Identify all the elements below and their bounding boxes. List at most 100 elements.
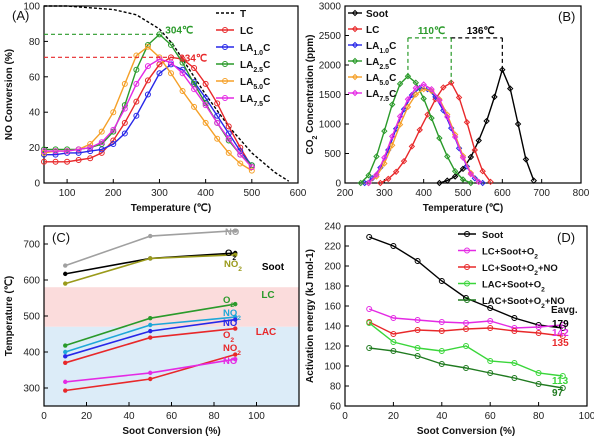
series-line: [360, 75, 472, 184]
series-label: O2: [223, 330, 234, 344]
data-point: [63, 379, 68, 385]
data-point: [121, 119, 128, 126]
legend-marker: [464, 247, 470, 254]
data-point: [168, 59, 174, 66]
data-point: [511, 328, 518, 334]
data-point: [463, 320, 469, 326]
data-point: [63, 263, 68, 268]
legend-marker: [222, 78, 228, 84]
data-point: [144, 43, 151, 50]
data-point: [225, 135, 232, 142]
series-line: [44, 58, 253, 168]
data-point: [373, 171, 380, 178]
data-point: [148, 376, 153, 382]
data-point: [467, 170, 475, 178]
data-point: [148, 256, 153, 261]
data-point: [237, 151, 244, 158]
data-point: [63, 388, 68, 393]
series-3: [366, 320, 566, 379]
data-point: [148, 233, 153, 239]
legend-label: LA7.5C: [240, 94, 270, 108]
y-tick-label: 60: [29, 72, 41, 83]
data-point: [404, 96, 412, 103]
data-point: [63, 354, 68, 359]
data-point: [511, 375, 518, 381]
ea-value: 142: [552, 328, 569, 339]
data-point: [214, 112, 221, 119]
legend-marker: [351, 25, 359, 33]
series-5: [63, 317, 238, 359]
data-point: [168, 70, 174, 77]
data-point: [110, 109, 117, 116]
data-point: [75, 146, 82, 153]
legend-label: LAC+Soot+O2+NO: [482, 296, 565, 310]
series-line: [369, 347, 563, 389]
data-point: [428, 114, 435, 122]
y-tick-label: 1500: [319, 90, 342, 101]
y-tick-label: 80: [330, 382, 342, 393]
data-point: [156, 70, 163, 77]
data-point: [440, 84, 447, 91]
data-point: [41, 148, 47, 155]
data-point: [390, 243, 397, 249]
y-tick-label: 600: [23, 276, 40, 287]
series-label: NO2: [223, 343, 241, 357]
y-tick-label: 120: [324, 342, 341, 353]
annotation: 304℃: [165, 25, 193, 36]
data-point: [156, 56, 163, 63]
legend-marker: [464, 280, 470, 287]
annotation: 136℃: [467, 26, 495, 37]
data-point: [133, 98, 140, 105]
data-point: [475, 137, 482, 144]
data-point: [400, 106, 408, 113]
data-point: [499, 66, 506, 73]
data-point: [233, 357, 238, 362]
legend-label: LC+Soot+O2: [482, 247, 538, 261]
data-point: [390, 348, 397, 354]
legend-label: LA1.0C: [240, 43, 270, 57]
x-tick-label: 100: [59, 188, 76, 199]
data-point: [506, 85, 514, 92]
series-8: [63, 357, 238, 385]
legend-label: LA5.0C: [366, 73, 396, 87]
data-point: [483, 117, 490, 125]
y-axis-label: NO Conversion (%): [4, 49, 15, 140]
data-point: [471, 175, 479, 182]
series-label: NO2: [223, 308, 241, 322]
y-tick-label: 700: [23, 240, 40, 251]
series-3: [357, 73, 475, 187]
x-tick-label: 700: [533, 188, 550, 199]
data-point: [366, 234, 373, 240]
data-point: [87, 155, 94, 162]
ea-value: 113: [552, 376, 569, 387]
x-tick-label: 20: [81, 411, 93, 422]
data-point: [414, 317, 421, 323]
x-tick-label: 100: [248, 411, 265, 422]
data-point: [233, 326, 238, 331]
data-point: [365, 172, 372, 179]
ea-header: Eavg.: [551, 305, 578, 316]
data-point: [133, 112, 140, 119]
x-tick-label: 0: [41, 411, 47, 422]
panel-b: 200 300 400 500 600 700 800 0 500 1000 1500 2000 250…: [305, 2, 590, 215]
data-point: [436, 179, 443, 187]
data-point: [388, 133, 396, 140]
data-point: [487, 370, 494, 376]
data-point: [420, 85, 427, 93]
data-point: [377, 179, 384, 187]
data-point: [179, 66, 186, 73]
panel-label: (B): [558, 9, 575, 24]
data-point: [75, 149, 82, 156]
x-tick-label: 400: [415, 188, 432, 199]
data-point: [420, 81, 427, 88]
data-point: [438, 361, 445, 367]
y-tick-label: 60: [330, 402, 342, 413]
data-point: [366, 320, 373, 326]
region-label: LC: [261, 290, 274, 301]
data-point: [366, 345, 373, 351]
series-3: [63, 301, 238, 348]
data-point: [438, 348, 445, 354]
data-point: [463, 119, 471, 126]
data-point: [98, 139, 105, 146]
data-point: [463, 365, 469, 371]
